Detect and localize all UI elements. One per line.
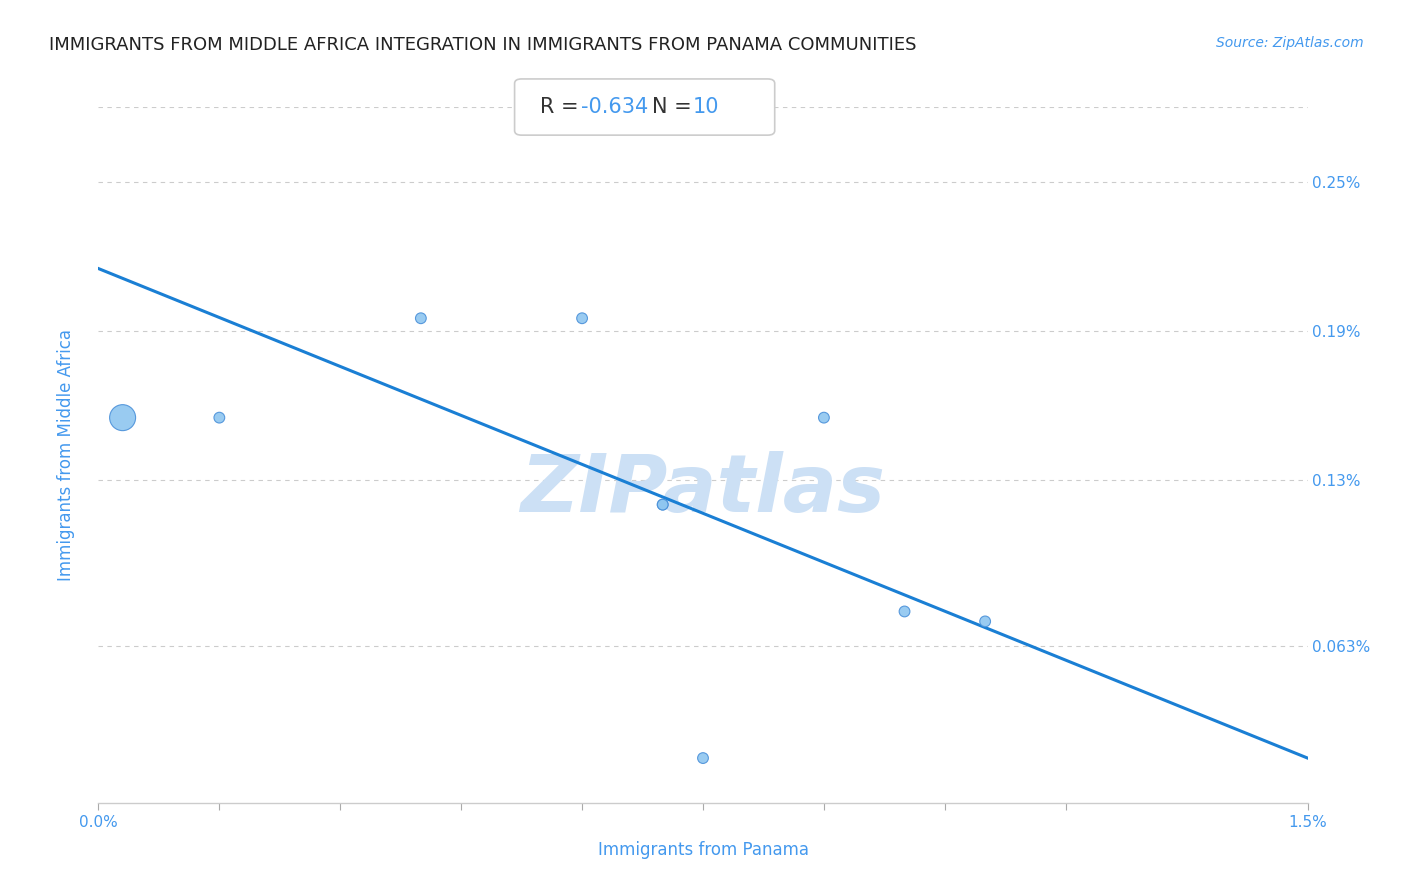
X-axis label: Immigrants from Panama: Immigrants from Panama bbox=[598, 841, 808, 859]
Text: N =: N = bbox=[652, 97, 699, 117]
Text: ZIPatlas: ZIPatlas bbox=[520, 450, 886, 529]
Point bbox=[813, 410, 835, 425]
Text: IMMIGRANTS FROM MIDDLE AFRICA INTEGRATION IN IMMIGRANTS FROM PANAMA COMMUNITIES: IMMIGRANTS FROM MIDDLE AFRICA INTEGRATIO… bbox=[49, 36, 917, 54]
Point bbox=[651, 498, 673, 512]
Point bbox=[208, 410, 231, 425]
Y-axis label: Immigrants from Middle Africa: Immigrants from Middle Africa bbox=[56, 329, 75, 581]
Point bbox=[111, 410, 134, 425]
Point bbox=[692, 751, 714, 765]
Text: 10: 10 bbox=[693, 97, 720, 117]
Point bbox=[974, 615, 997, 629]
Text: -0.634: -0.634 bbox=[581, 97, 648, 117]
Text: Source: ZipAtlas.com: Source: ZipAtlas.com bbox=[1216, 36, 1364, 50]
Point bbox=[409, 311, 432, 326]
Point bbox=[893, 605, 915, 619]
Point bbox=[571, 311, 593, 326]
Point bbox=[651, 498, 673, 512]
Text: R =: R = bbox=[540, 97, 585, 117]
